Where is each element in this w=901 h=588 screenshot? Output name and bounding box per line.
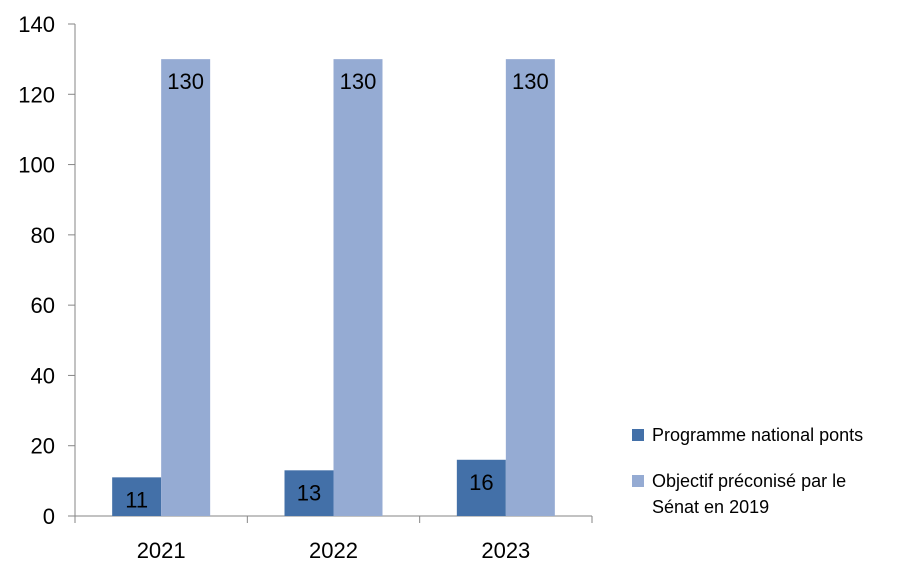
- bar-objectif-2022: [333, 59, 383, 517]
- x-tick-label: 2023: [481, 538, 530, 563]
- y-tick-label: 0: [43, 504, 55, 529]
- y-tick-label: 80: [31, 223, 55, 248]
- legend-item-programme: Programme national ponts: [632, 422, 897, 448]
- x-axis: 2021 2022 2023: [74, 515, 593, 563]
- y-tick-label: 60: [31, 293, 55, 318]
- legend-item-objectif: Objectif préconisé par le Sénat en 2019: [632, 468, 897, 520]
- data-label-objectif-2022: 130: [340, 69, 377, 94]
- bar-programme-2023: [456, 459, 506, 516]
- legend-swatch-programme: [632, 429, 644, 441]
- bar-objectif-2023: [505, 59, 555, 517]
- data-label-programme-2021: 11: [125, 487, 148, 512]
- data-label-programme-2023: 16: [469, 470, 493, 495]
- y-tick-label: 100: [18, 153, 55, 178]
- bar-objectif-2021: [161, 59, 211, 517]
- x-tick-label: 2022: [309, 538, 358, 563]
- data-label-objectif-2023: 130: [512, 69, 549, 94]
- x-tick-label: 2021: [137, 538, 186, 563]
- y-tick-label: 120: [18, 82, 55, 107]
- legend-label-programme: Programme national ponts: [652, 425, 864, 445]
- data-labels: 11 13 16 130 130 130: [125, 69, 548, 512]
- legend: Programme national ponts Objectif précon…: [632, 422, 897, 540]
- data-label-objectif-2021: 130: [167, 69, 204, 94]
- bar-programme-2021: [112, 477, 162, 516]
- bars: [112, 59, 555, 517]
- y-tick-label: 140: [18, 12, 55, 37]
- data-label-programme-2022: 13: [297, 480, 321, 505]
- y-axis: 0 20 40 60 80 100 120 140: [18, 12, 76, 529]
- legend-swatch-objectif: [632, 475, 644, 487]
- legend-label-objectif: Objectif préconisé par le Sénat en 2019: [652, 471, 847, 517]
- y-tick-label: 40: [31, 363, 55, 388]
- y-tick-label: 20: [31, 434, 55, 459]
- bar-programme-2022: [284, 470, 334, 516]
